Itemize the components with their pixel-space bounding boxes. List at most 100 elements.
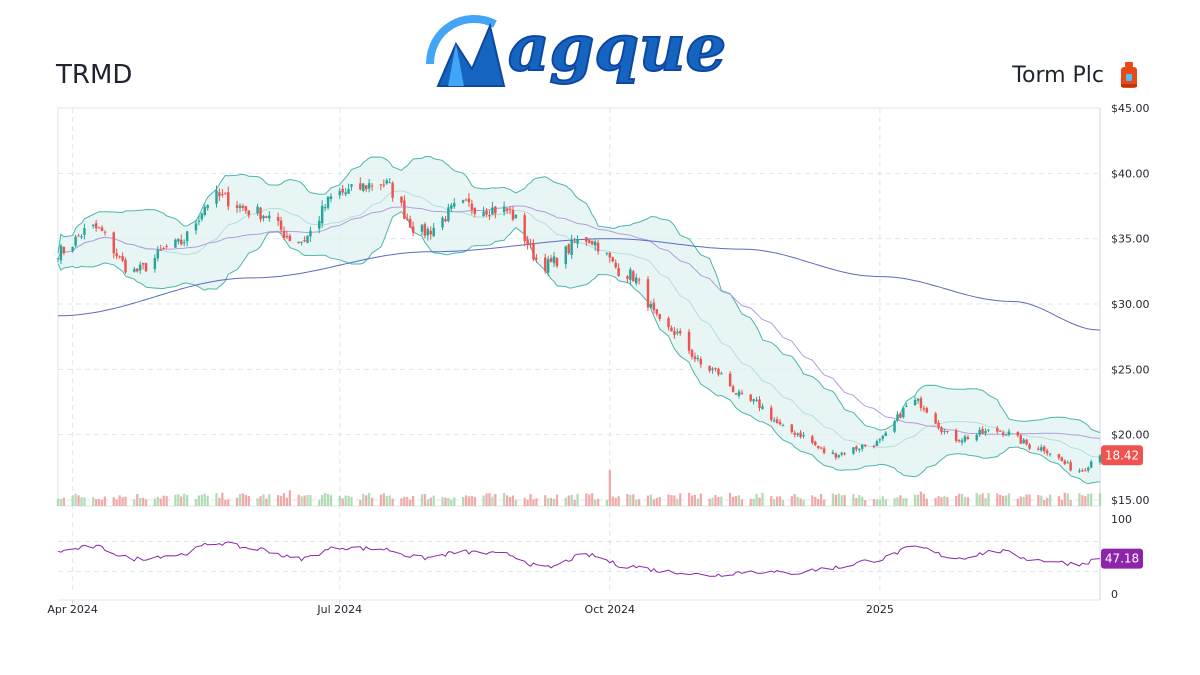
price-tick-label: $25.00 — [1111, 363, 1150, 376]
candle-body — [549, 258, 553, 262]
candle-body — [1084, 470, 1087, 472]
rsi-panel — [57, 541, 1101, 577]
candle-body — [567, 244, 570, 254]
volume-bar — [576, 494, 579, 506]
volume-bar — [409, 499, 412, 506]
volume-bar — [549, 498, 553, 506]
volume-bar — [224, 499, 227, 506]
volume-bar — [1007, 493, 1011, 506]
volume-bar — [365, 495, 368, 506]
price-tick-label: $40.00 — [1111, 167, 1150, 180]
volume-bar — [1002, 495, 1005, 506]
volume-bar — [450, 499, 453, 506]
volume-bar — [133, 499, 136, 506]
candle-body — [544, 257, 547, 272]
volume-bar — [303, 495, 306, 506]
candle-body — [180, 239, 183, 245]
volume-bar — [197, 495, 201, 506]
volume-bar — [596, 498, 600, 506]
volume-bar — [221, 492, 224, 506]
volume-bar — [585, 493, 588, 506]
volume-bar — [858, 495, 861, 506]
candle-body — [758, 399, 761, 408]
volume-bar — [1084, 496, 1087, 506]
volume-bar — [1048, 494, 1052, 506]
volume-bar — [385, 495, 388, 506]
volume-bar — [444, 497, 447, 506]
volume-bar — [92, 497, 95, 506]
volume-bar — [256, 498, 259, 506]
candle-body — [473, 207, 477, 214]
candle-body — [426, 228, 430, 236]
candle-body — [185, 231, 189, 242]
volume-bar — [141, 497, 145, 506]
candle-body — [59, 245, 63, 261]
candle-body — [858, 448, 861, 450]
price-tick-label: $15.00 — [1111, 494, 1150, 507]
candle-body — [444, 219, 447, 222]
candle-body — [802, 434, 805, 437]
time-tick-label: Apr 2024 — [47, 603, 98, 616]
candle-body — [728, 373, 732, 387]
candle-body — [761, 406, 764, 409]
candle-body — [344, 192, 347, 195]
candle-body — [940, 427, 943, 433]
candle-body — [1040, 447, 1043, 451]
volume-bar — [235, 497, 239, 506]
candle-body — [670, 327, 673, 332]
candle-body — [362, 183, 365, 191]
candle-body — [740, 392, 744, 395]
candle-body — [103, 231, 107, 233]
volume-bar — [139, 498, 142, 506]
volume-bar — [1019, 496, 1022, 506]
volume-bar — [277, 495, 280, 506]
volume-bar — [1043, 499, 1046, 506]
volume-bar — [916, 494, 920, 506]
volume-bar — [265, 498, 268, 506]
candle-body — [382, 184, 386, 186]
candle-body — [617, 268, 620, 277]
candle-body — [775, 419, 779, 424]
candle-body — [511, 209, 515, 220]
candle-body — [570, 239, 573, 256]
candle-body — [590, 240, 594, 245]
volume-bar — [323, 492, 327, 506]
volume-bar — [165, 495, 168, 506]
volume-bar — [241, 493, 245, 506]
volume-bar — [793, 494, 796, 506]
candle-body — [432, 227, 435, 237]
volume-bar — [262, 494, 265, 506]
candle-body — [755, 399, 758, 401]
candle-body — [737, 391, 741, 396]
volume-bar — [843, 495, 846, 506]
candle-body — [863, 445, 867, 447]
volume-bar — [420, 494, 424, 506]
candle-body — [749, 394, 752, 401]
volume-bar — [1063, 492, 1066, 506]
volume-bar — [984, 498, 987, 506]
volume-bar — [737, 495, 741, 506]
volume-bar — [729, 492, 732, 506]
candle-body — [1048, 453, 1052, 455]
time-tick-label: 2025 — [866, 603, 894, 616]
candle-body — [711, 368, 714, 371]
sma-50-line — [57, 205, 1101, 439]
candle-body — [626, 276, 629, 279]
volume-bar — [1004, 495, 1008, 506]
candle-body — [221, 194, 224, 196]
volume-bar — [905, 498, 908, 506]
candle-body — [467, 198, 471, 203]
volume-bar — [1025, 494, 1028, 506]
volume-bar — [864, 499, 867, 506]
volume-bar — [382, 493, 385, 506]
volume-bar — [817, 499, 820, 506]
volume-bar — [861, 496, 864, 506]
candle-body — [224, 192, 227, 194]
volume-bar — [696, 498, 700, 506]
volume-bar — [124, 496, 127, 506]
volume-bar — [121, 497, 124, 506]
volume-bar — [215, 493, 218, 506]
candle-body — [502, 206, 506, 212]
volume-bar — [761, 492, 764, 506]
